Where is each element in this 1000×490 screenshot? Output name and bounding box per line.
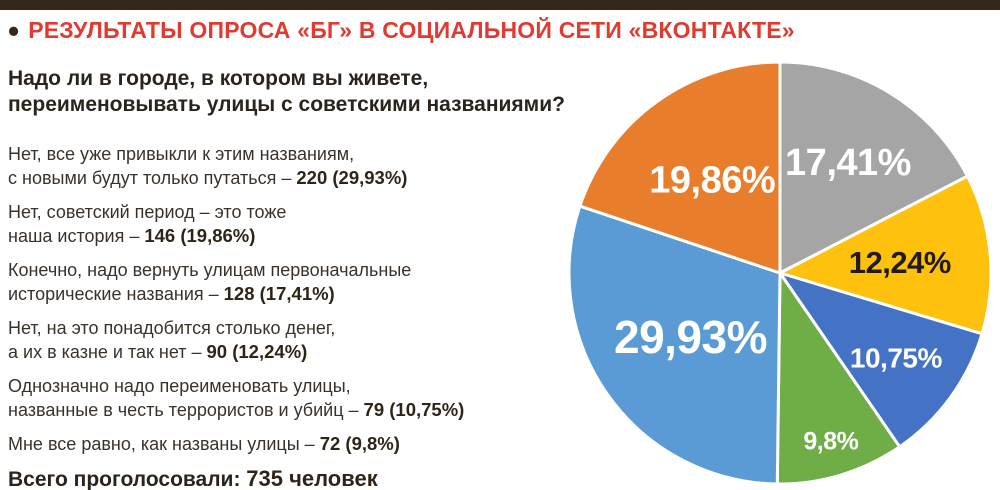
answer-line: с новыми будут только путаться – 220 (29… [8,166,608,190]
total-votes: Всего проголосовали: 735 человек [8,466,608,490]
question-line-2: переименовывать улицы с советскими назва… [8,93,565,116]
answer-line: наша история – 146 (19,86%) [8,224,608,248]
answer-text: Мне все равно, как названы улицы – [8,434,320,454]
answer-line: Нет, на это понадобится столько денег, [8,318,336,338]
answer-text: названные в честь террористов и убийц – [8,400,364,420]
pie-label-2: 12,24% [849,245,951,280]
answer-value: 79 (10,75%) [363,399,465,420]
pie-label-3: 10,75% [850,343,943,374]
answer-value: 128 (17,41%) [223,283,335,304]
answer-text: а их в казне и так нет – [8,342,207,362]
answer-line: Мне все равно, как названы улицы – 72 (9… [8,432,608,456]
answer-item-4: Нет, на это понадобится столько денег, а… [8,316,608,364]
question-line-1: Надо ли в городе, в котором вы живете, [8,67,429,90]
pie-slice-1 [778,60,969,275]
answer-value: 146 (19,86%) [144,225,256,246]
answer-text: с новыми будут только путаться – [8,168,297,188]
answer-value: 220 (29,93%) [296,167,408,188]
pie-slice-5 [567,204,782,486]
answer-item-2: Нет, советский период – это тоже наша ис… [8,200,608,248]
answer-item-3: Конечно, надо вернуть улицам первоначаль… [8,258,608,306]
answer-value: 72 (9,8%) [319,433,400,454]
answer-item-1: Нет, все уже привыкли к этим названиям, … [8,142,608,190]
pie-label-6: 19,86% [649,159,775,201]
answer-value: 90 (12,24%) [206,341,308,362]
pie-slice-6 [578,60,782,275]
bullet-icon: • [8,12,20,49]
answer-item-6: Мне все равно, как названы улицы – 72 (9… [8,432,608,456]
answer-line: а их в казне и так нет – 90 (12,24%) [8,340,608,364]
total-label: Всего проголосовали: [8,468,247,490]
answers-list: Нет, все уже привыкли к этим названиям, … [8,142,608,456]
answer-line: Однозначно надо переименовать улицы, [8,376,351,396]
headline: • РЕЗУЛЬТАТЫ ОПРОСА «БГ» В СОЦИАЛЬНОЙ СЕ… [8,12,795,49]
pie-label-1: 17,41% [785,142,911,184]
answer-line: исторические названия – 128 (17,41%) [8,282,608,306]
answer-line: названные в честь террористов и убийц – … [8,398,608,422]
headline-title: РЕЗУЛЬТАТЫ ОПРОСА «БГ» В СОЦИАЛЬНОЙ СЕТИ… [28,17,795,43]
pie-label-5: 29,93% [614,311,767,363]
pie-slice-3 [778,271,984,449]
answer-item-5: Однозначно надо переименовать улицы, наз… [8,374,608,422]
total-value: 735 человек [246,466,378,490]
left-column: Надо ли в городе, в котором вы живете, п… [8,66,608,490]
answer-line: Нет, советский период – это тоже [8,202,287,222]
answer-line: Нет, все уже привыкли к этим названиям, [8,144,355,164]
top-bar [0,0,1000,10]
answer-text: исторические названия – [8,284,224,304]
answer-text: наша история – [8,226,145,246]
poll-question: Надо ли в городе, в котором вы живете, п… [8,66,608,118]
answer-line: Конечно, надо вернуть улицам первоначаль… [8,260,412,280]
pie-slice-2 [778,174,993,336]
pie-slice-4 [775,271,902,486]
pie-label-4: 9,8% [803,428,858,456]
